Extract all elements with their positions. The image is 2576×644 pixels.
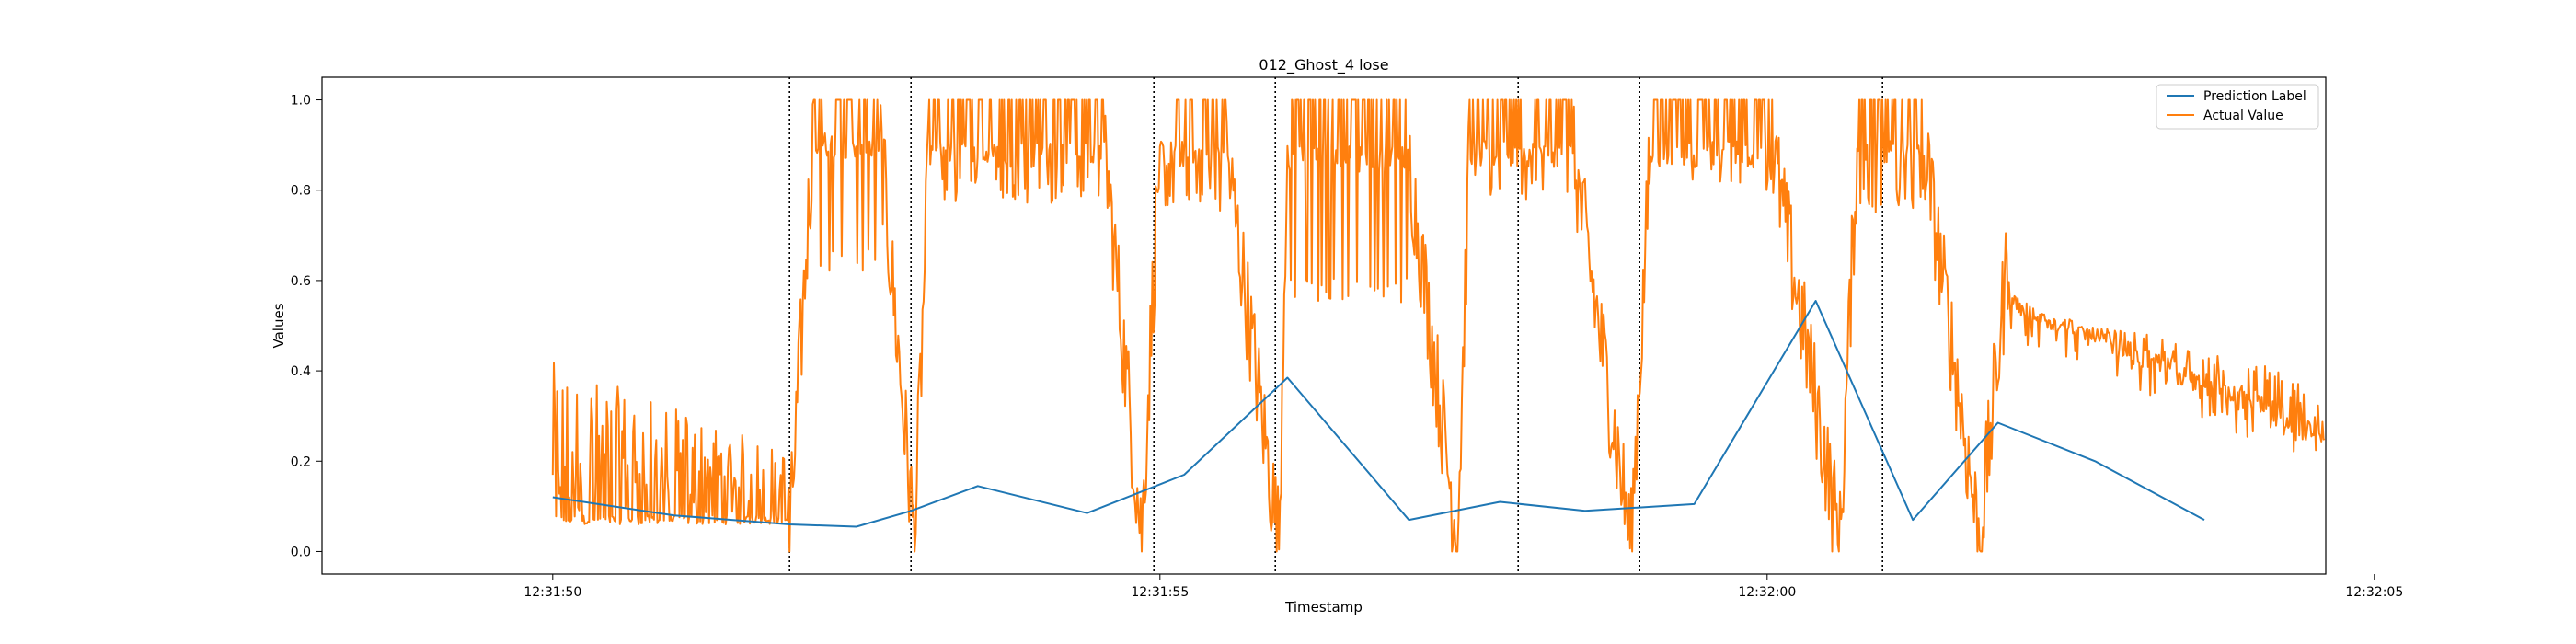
legend-box xyxy=(2156,84,2319,130)
series-line-prediction-label xyxy=(552,300,2205,528)
y-tick-label: 0.2 xyxy=(291,454,311,469)
y-axis: 0.0 0.2 0.4 0.6 0.8 1.0 xyxy=(291,94,322,559)
plot-area xyxy=(551,98,2326,553)
y-tick-label: 1.0 xyxy=(291,94,311,109)
x-tick-label: 12:31:50 xyxy=(523,585,581,600)
y-tick-label: 0.0 xyxy=(291,545,311,559)
y-tick-label: 0.6 xyxy=(291,274,311,289)
x-axis: 12:31:50 12:31:55 12:32:00 12:32:05 xyxy=(523,574,2403,600)
plot-frame xyxy=(321,76,2327,575)
chart-title: 012_Ghost_4 lose xyxy=(1259,56,1388,75)
y-tick-label: 0.4 xyxy=(291,364,311,379)
x-tick-label: 12:31:55 xyxy=(1131,585,1189,600)
y-axis-label: Values xyxy=(270,303,287,348)
x-tick-label: 12:32:05 xyxy=(2345,585,2403,600)
legend-label-actual: Actual Value xyxy=(2203,109,2283,123)
y-tick-label: 0.8 xyxy=(291,184,311,199)
legend: Prediction Label Actual Value xyxy=(2156,84,2319,130)
x-axis-label: Timestamp xyxy=(1284,599,1363,615)
legend-label-prediction: Prediction Label xyxy=(2203,89,2306,104)
series-line-actual-value xyxy=(551,98,2326,553)
x-tick-label: 12:32:00 xyxy=(1738,585,1796,600)
